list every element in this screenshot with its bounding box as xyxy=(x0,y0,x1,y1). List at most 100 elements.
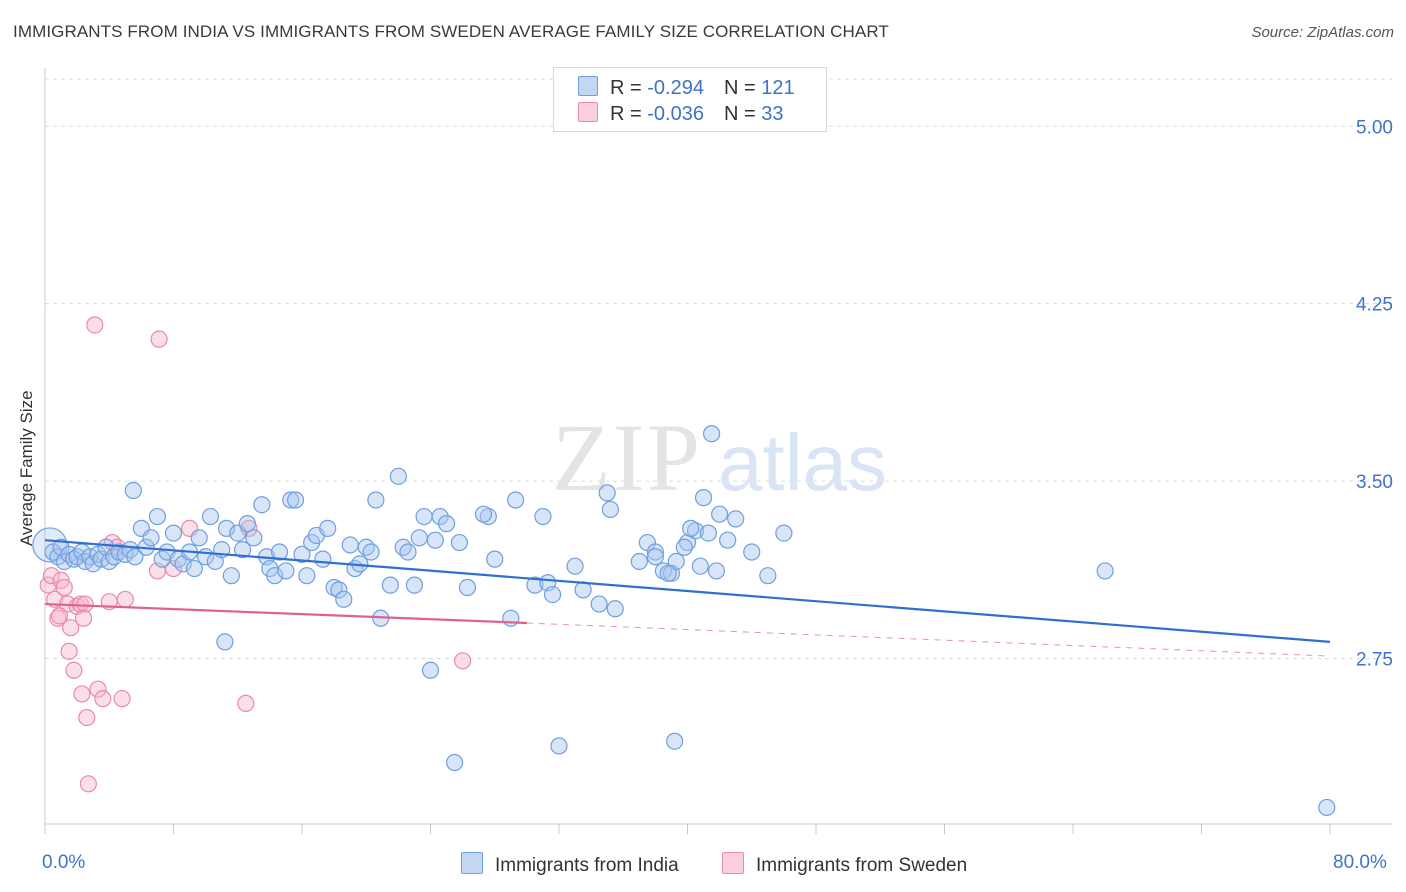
sweden-swatch xyxy=(578,102,598,122)
india-point xyxy=(598,484,616,502)
sweden-point xyxy=(42,567,61,585)
india-point xyxy=(124,481,142,500)
sweden-n-label: N = xyxy=(723,103,762,125)
india-point xyxy=(405,576,424,594)
india-point xyxy=(148,507,167,526)
india-point xyxy=(330,581,348,599)
bottom-sweden-label: Immigrants from Sweden xyxy=(756,855,968,876)
india-point xyxy=(719,531,737,549)
sweden-trend-line xyxy=(44,602,527,625)
india-point xyxy=(319,519,337,537)
sweden-point xyxy=(78,708,96,727)
india-point xyxy=(601,500,620,519)
sweden-point xyxy=(89,680,107,698)
india-point xyxy=(341,536,359,554)
sweden-point xyxy=(94,690,112,708)
india-point xyxy=(389,467,407,485)
legend: R = -0.294 N = 121 R = -0.036 N = 33 xyxy=(553,67,827,132)
bottom-sweden-swatch xyxy=(722,852,744,874)
y-tick-label: 4.25 xyxy=(1356,295,1393,316)
y-axis-label: Average Family Size xyxy=(17,390,36,546)
india-point xyxy=(759,567,777,585)
india-point xyxy=(486,550,504,568)
sweden-r-label: R = xyxy=(610,103,648,125)
sweden-point xyxy=(62,619,80,637)
bottom-india-swatch xyxy=(461,852,483,874)
india-point xyxy=(543,585,562,604)
india-point xyxy=(590,595,608,613)
sweden-points xyxy=(39,316,472,793)
sweden-point xyxy=(116,590,134,608)
india-point xyxy=(702,425,721,443)
sweden-r-value: -0.036 xyxy=(647,103,704,125)
india-point xyxy=(1318,798,1336,817)
watermark-zip: ZIP xyxy=(552,404,702,511)
sweden-point xyxy=(73,685,91,703)
india-point xyxy=(286,491,305,509)
bottom-india-label: Immigrants from India xyxy=(495,855,679,876)
legend-row-india: R = -0.294 N = 121 xyxy=(578,76,795,100)
sweden-point xyxy=(50,607,69,625)
india-r-value: -0.294 xyxy=(647,77,704,99)
india-point xyxy=(293,545,311,563)
y-tick-label: 3.50 xyxy=(1356,472,1393,493)
india-point xyxy=(68,548,86,566)
india-point xyxy=(245,529,263,547)
india-point xyxy=(335,590,353,608)
india-point xyxy=(282,491,300,509)
india-point xyxy=(606,600,624,618)
india-point xyxy=(507,491,525,509)
y-tick-label: 2.75 xyxy=(1356,649,1393,670)
india-point xyxy=(399,543,417,561)
india-point xyxy=(727,510,745,528)
india-point xyxy=(691,557,709,575)
india-point xyxy=(233,541,252,559)
india-point xyxy=(694,489,713,507)
sweden-point xyxy=(55,578,73,597)
india-point xyxy=(266,567,284,585)
india-point xyxy=(534,507,552,526)
sweden-point xyxy=(86,316,104,334)
y-tick-labels: 2.75 3.50 4.25 5.00 xyxy=(1356,117,1393,670)
axes xyxy=(44,68,1392,834)
chart-title: IMMIGRANTS FROM INDIA VS IMMIGRANTS FROM… xyxy=(13,22,889,41)
india-point xyxy=(421,661,440,679)
sweden-point xyxy=(150,330,168,348)
sweden-point xyxy=(164,559,183,578)
y-tick-label: 5.00 xyxy=(1356,117,1393,138)
india-point xyxy=(474,505,493,523)
india-point xyxy=(711,505,729,523)
sweden-point xyxy=(76,595,94,613)
sweden-point xyxy=(74,609,93,627)
india-point xyxy=(415,507,433,526)
india-point xyxy=(362,543,380,561)
legend-row-sweden: R = -0.036 N = 33 xyxy=(578,102,783,126)
sweden-n-value: 33 xyxy=(761,103,784,125)
india-point xyxy=(646,548,664,566)
india-point xyxy=(666,732,684,750)
india-swatch xyxy=(578,76,598,96)
india-point xyxy=(630,552,648,571)
india-point xyxy=(238,515,256,533)
india-point xyxy=(675,538,693,556)
bottom-legend-sweden: Immigrants from Sweden xyxy=(722,852,967,877)
bottom-legend-india: Immigrants from India xyxy=(461,852,679,877)
india-n-value: 121 xyxy=(761,77,795,99)
india-n-label: N = xyxy=(723,77,762,99)
india-point xyxy=(682,519,700,537)
india-point xyxy=(1096,562,1114,580)
india-point xyxy=(270,543,289,561)
x-tick-label-min: 0.0% xyxy=(42,852,86,873)
india-point xyxy=(126,548,144,566)
india-point xyxy=(659,564,677,582)
india-point xyxy=(743,543,761,561)
india-point xyxy=(142,529,160,547)
india-point xyxy=(357,538,375,556)
india-point xyxy=(277,562,295,580)
india-point xyxy=(253,496,271,514)
x-tick-label-max: 80.0% xyxy=(1333,852,1387,873)
india-point xyxy=(190,529,208,547)
india-point xyxy=(775,524,793,542)
india-points xyxy=(32,425,1336,817)
watermark-atlas: atlas xyxy=(718,418,887,507)
